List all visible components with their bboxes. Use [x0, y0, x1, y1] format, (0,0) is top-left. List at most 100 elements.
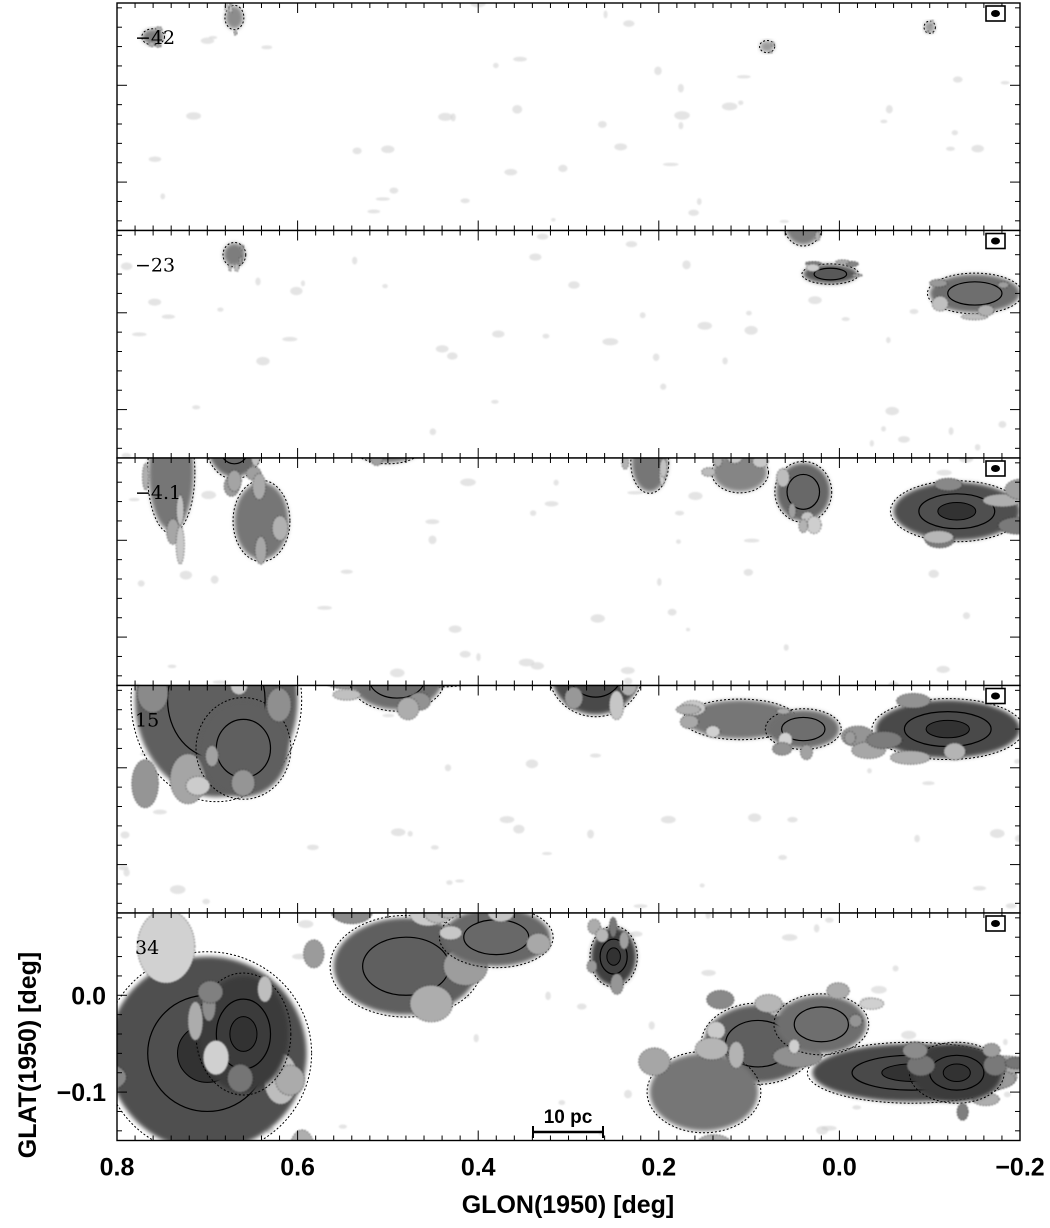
- noise-speck: [587, 829, 594, 839]
- emission-clump: [754, 994, 783, 1014]
- noise-speck: [657, 578, 662, 586]
- emission-clump: [595, 928, 609, 943]
- noise-speck: [674, 111, 690, 120]
- noise-speck: [678, 122, 684, 130]
- emission-blob: [776, 995, 867, 1054]
- noise-speck: [881, 426, 886, 432]
- noise-speck: [738, 100, 744, 106]
- noise-speck: [446, 352, 458, 360]
- noise-speck: [952, 76, 963, 83]
- noise-speck: [951, 130, 958, 136]
- emission-clump: [896, 693, 931, 709]
- contour-dotted: [774, 460, 833, 523]
- contour-dotted: [195, 697, 292, 800]
- noise-speck: [504, 168, 518, 176]
- noise-speck: [352, 147, 362, 155]
- emission-clump: [776, 707, 791, 715]
- emission-clump: [608, 690, 625, 721]
- y-tick-label: 0.0: [71, 982, 106, 1010]
- beam-ellipse: [991, 692, 1000, 700]
- emission-layer: [118, 685, 1020, 909]
- noise-speck: [210, 575, 219, 584]
- noise-speck: [677, 83, 684, 93]
- emission-blob: [649, 1053, 759, 1131]
- noise-speck: [300, 280, 306, 287]
- noise-speck: [429, 428, 437, 436]
- noise-speck: [825, 917, 834, 923]
- contour-dotted: [222, 242, 247, 268]
- noise-speck: [914, 834, 920, 843]
- contour-peak: [937, 502, 977, 521]
- emission-clump: [303, 939, 325, 969]
- noise-speck: [551, 218, 556, 222]
- beam-ellipse: [991, 920, 1000, 927]
- noise-speck: [161, 314, 175, 319]
- noise-speck: [132, 332, 147, 337]
- noise-speck: [256, 356, 270, 366]
- noise-speck: [120, 262, 133, 270]
- emission-clump: [250, 458, 261, 467]
- emission-clump: [776, 468, 790, 488]
- contour-solid: [793, 1006, 850, 1043]
- velocity-label: 34: [135, 937, 159, 959]
- noise-speck: [936, 665, 950, 673]
- contour-dotted: [764, 708, 842, 750]
- noise-speck: [1014, 759, 1020, 764]
- emission-clump: [752, 458, 769, 469]
- noise-speck: [430, 845, 439, 850]
- x-tick-label: 0.6: [280, 1154, 315, 1182]
- noise-speck: [518, 658, 535, 667]
- emission-clump: [227, 1063, 254, 1093]
- emission-clump: [902, 1041, 929, 1060]
- noise-speck: [375, 197, 390, 201]
- noise-speck: [460, 478, 476, 487]
- velocity-label: 15: [135, 710, 159, 732]
- emission-clump: [788, 502, 797, 519]
- emission-clump: [176, 494, 185, 526]
- contour-solid: [947, 281, 1003, 306]
- noise-speck: [688, 491, 703, 501]
- noise-speck: [746, 310, 752, 316]
- emission-clump: [814, 230, 821, 242]
- emission-clump: [997, 281, 1010, 289]
- emission-clump: [117, 1065, 127, 1090]
- emission-clump: [230, 769, 256, 797]
- noise-speck: [568, 281, 580, 289]
- panel-background: [117, 230, 1020, 458]
- emission-clump: [131, 759, 159, 809]
- emission-clump: [266, 687, 292, 723]
- noise-speck: [652, 353, 660, 362]
- noise-speck: [1003, 1091, 1011, 1098]
- contour-dotted: [232, 479, 291, 563]
- emission-clump: [859, 997, 885, 1010]
- contour-dotted: [923, 20, 936, 34]
- noise-speck: [160, 193, 166, 200]
- contour-dotted: [646, 1050, 762, 1134]
- emission-blob: [234, 482, 289, 560]
- emission-blob: [767, 709, 840, 749]
- emission-layer: [141, 3, 1010, 223]
- panel-4: 15: [116, 684, 1021, 914]
- velocity-label: −23: [135, 255, 175, 277]
- noise-speck: [513, 56, 527, 62]
- emission-blob: [198, 700, 289, 797]
- emission-clump: [851, 273, 863, 278]
- emission-clump: [659, 458, 668, 478]
- emission-clump: [929, 279, 948, 288]
- noise-speck: [390, 668, 405, 678]
- noise-speck: [576, 1003, 587, 1010]
- noise-speck: [473, 1034, 479, 1043]
- noise-speck: [381, 145, 395, 154]
- noise-speck: [306, 844, 319, 851]
- noise-speck: [558, 164, 568, 173]
- noise-speck: [435, 345, 449, 353]
- noise-speck: [620, 666, 635, 675]
- y-axis-title: GLAT(1950) [deg]: [14, 952, 42, 1159]
- x-tick-label: 0.4: [461, 1154, 496, 1182]
- emission-clump: [586, 959, 598, 973]
- contour-dotted: [889, 480, 1020, 543]
- noise-speck: [654, 66, 662, 76]
- noise-speck: [781, 934, 798, 941]
- noise-speck: [317, 605, 332, 610]
- emission-clump: [618, 931, 630, 950]
